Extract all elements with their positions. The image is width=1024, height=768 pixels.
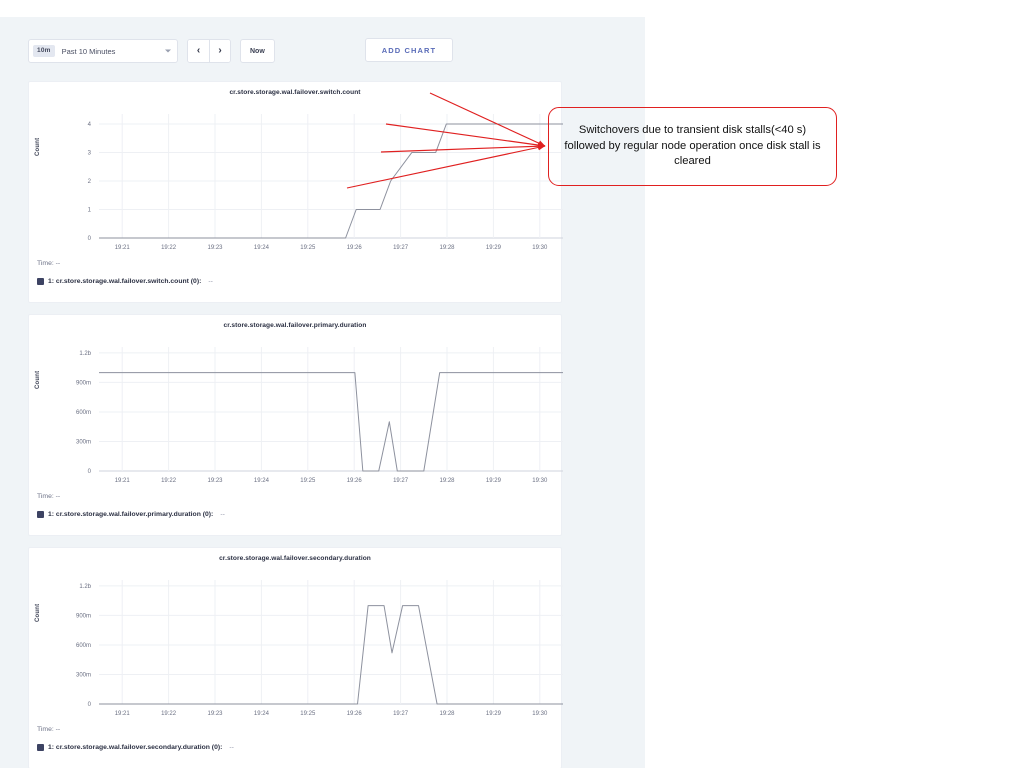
legend-color-swatch	[37, 744, 44, 751]
y-tick-label: 1.2b	[79, 584, 91, 590]
x-tick-label: 19:25	[300, 711, 316, 717]
legend-color-swatch	[37, 511, 44, 518]
y-tick-label: 0	[88, 702, 92, 708]
x-tick-label: 19:23	[207, 711, 223, 717]
chart-card: cr.store.storage.wal.failover.secondary.…	[28, 547, 563, 768]
y-tick-label: 2	[88, 179, 92, 185]
x-tick-label: 19:22	[161, 478, 177, 484]
y-tick-label: 0	[88, 236, 92, 242]
chart-plot[interactable]: 0 300m 600m 900m 1.2b 19:21 19:22 19:23 19:24 19:…	[29, 335, 563, 487]
x-tick-label: 19:25	[300, 478, 316, 484]
x-tick-label: 19:24	[254, 245, 270, 251]
y-tick-label: 600m	[76, 410, 91, 416]
y-tick-label: 3	[88, 151, 92, 157]
x-tick-label: 19:24	[254, 711, 270, 717]
time-nav-group: ‹ ›	[187, 39, 231, 63]
chart-legend-item[interactable]: 1: cr.store.storage.wal.failover.switch.…	[37, 278, 213, 285]
x-tick-label: 19:29	[486, 711, 502, 717]
previous-range-button[interactable]: ‹	[188, 40, 209, 62]
x-tick-label: 19:27	[393, 245, 409, 251]
x-tick-label: 19:29	[486, 245, 502, 251]
chart-legend-item[interactable]: 1: cr.store.storage.wal.failover.seconda…	[37, 744, 234, 751]
x-tick-label: 19:28	[439, 245, 455, 251]
y-tick-label: 1	[88, 208, 92, 214]
x-tick-label: 19:22	[161, 245, 177, 251]
next-range-button[interactable]: ›	[209, 40, 230, 62]
chart-plot[interactable]: 0 1 2 3 4 19:21 19:22 19:23 19:24 19:25 19:26 19:27…	[29, 102, 563, 254]
x-tick-label: 19:27	[393, 478, 409, 484]
chart-legend-item[interactable]: 1: cr.store.storage.wal.failover.primary…	[37, 511, 225, 518]
time-range-badge: 10m	[33, 45, 55, 57]
add-chart-button[interactable]: ADD CHART	[365, 38, 453, 62]
chart-title: cr.store.storage.wal.failover.primary.du…	[223, 322, 367, 329]
x-tick-label: 19:24	[254, 478, 270, 484]
y-tick-label: 900m	[76, 614, 91, 620]
legend-label: 1: cr.store.storage.wal.failover.switch.…	[48, 278, 202, 285]
chart-plot[interactable]: 0 300m 600m 900m 1.2b 19:21 19:22 19:23 19:24 19:…	[29, 568, 563, 720]
y-tick-label: 300m	[76, 673, 91, 679]
x-tick-label: 19:27	[393, 711, 409, 717]
legend-label: 1: cr.store.storage.wal.failover.seconda…	[48, 744, 223, 751]
annotation-callout: Switchovers due to transient disk stalls…	[548, 107, 837, 186]
x-tick-label: 19:23	[207, 478, 223, 484]
x-tick-label: 19:26	[347, 711, 363, 717]
legend-value: --	[208, 278, 213, 285]
series-line	[99, 605, 563, 705]
x-tick-label: 19:26	[347, 245, 363, 251]
y-tick-label: 900m	[76, 381, 91, 387]
time-range-label: Past 10 Minutes	[61, 46, 116, 56]
x-tick-label: 19:23	[207, 245, 223, 251]
chart-time-readout: Time: --	[37, 726, 61, 733]
y-tick-label: 300m	[76, 440, 91, 446]
chart-title: cr.store.storage.wal.failover.secondary.…	[219, 555, 371, 562]
chart-time-readout: Time: --	[37, 493, 61, 500]
chart-card: cr.store.storage.wal.failover.switch.cou…	[28, 81, 563, 303]
y-tick-label: 1.2b	[79, 351, 91, 357]
y-tick-label: 600m	[76, 643, 91, 649]
x-tick-label: 19:28	[439, 711, 455, 717]
dashboard-toolbar: 10m Past 10 Minutes ‹ › Now ADD CHART	[28, 38, 618, 64]
legend-value: --	[229, 744, 234, 751]
x-tick-label: 19:29	[486, 478, 502, 484]
y-tick-label: 0	[88, 469, 92, 475]
x-tick-label: 19:21	[115, 478, 131, 484]
x-tick-label: 19:30	[532, 711, 548, 717]
x-tick-label: 19:21	[115, 711, 131, 717]
x-tick-label: 19:30	[532, 245, 548, 251]
x-tick-label: 19:30	[532, 478, 548, 484]
x-tick-label: 19:25	[300, 245, 316, 251]
chevron-down-icon	[165, 49, 171, 53]
time-range-select[interactable]: 10m Past 10 Minutes	[28, 39, 178, 63]
x-tick-label: 19:26	[347, 478, 363, 484]
chart-card: cr.store.storage.wal.failover.primary.du…	[28, 314, 563, 536]
series-line	[99, 372, 563, 472]
chart-title: cr.store.storage.wal.failover.switch.cou…	[229, 89, 361, 96]
legend-color-swatch	[37, 278, 44, 285]
y-tick-label: 4	[88, 122, 92, 128]
x-tick-label: 19:22	[161, 711, 177, 717]
x-tick-label: 19:21	[115, 245, 131, 251]
x-tick-label: 19:28	[439, 478, 455, 484]
legend-label: 1: cr.store.storage.wal.failover.primary…	[48, 511, 214, 518]
now-button[interactable]: Now	[240, 39, 275, 63]
annotation-text: Switchovers due to transient disk stalls…	[564, 123, 821, 168]
chart-time-readout: Time: --	[37, 260, 61, 267]
legend-value: --	[220, 511, 225, 518]
